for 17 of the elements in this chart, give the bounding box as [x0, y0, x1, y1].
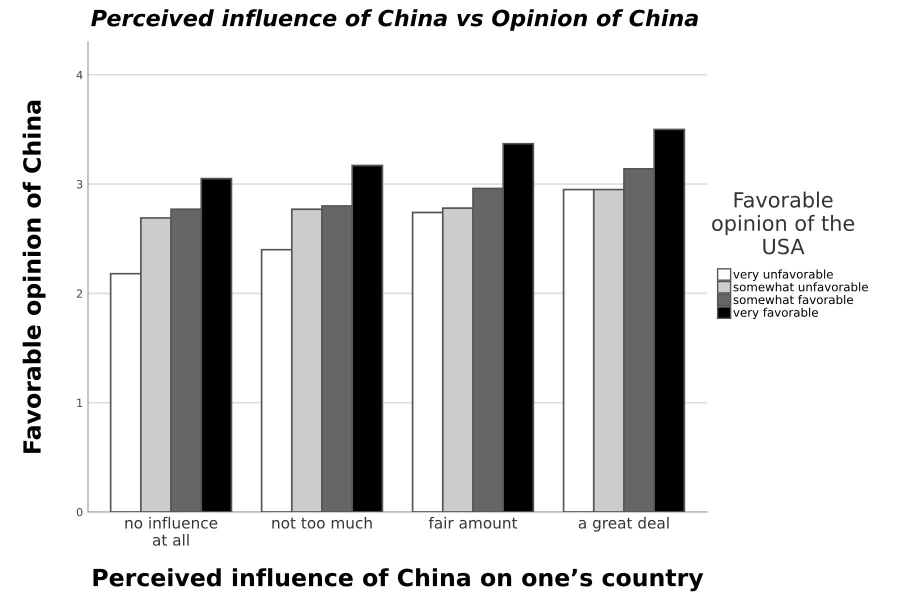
y-tick-label: 3: [76, 180, 82, 188]
x-tick-label: fair amount: [428, 516, 518, 529]
y-tick-label: 1: [77, 398, 82, 407]
legend-label: somewhat unfavorable: [734, 282, 868, 292]
y-tick-label: 4: [76, 70, 83, 80]
x-tick-label: not too much: [272, 516, 372, 529]
legend-label: very favorable: [733, 308, 818, 320]
chart-title: Perceived influence of China vs Opinion of China: [91, 9, 698, 31]
x-axis-title: Perceived influence of China on one’s country: [94, 568, 704, 592]
x-tick-label: no influence at all: [125, 516, 218, 546]
legend-title: Favorable opinion of the USA: [712, 192, 854, 254]
y-tick-label: 0: [76, 508, 82, 516]
y-axis-title: Favorable opinion of China: [22, 100, 46, 453]
x-tick-label: a great deal: [578, 516, 669, 532]
legend-label: somewhat favorable: [734, 294, 853, 304]
legend-label: very unfavorable: [733, 270, 833, 281]
y-tick-label: 2: [76, 289, 82, 298]
